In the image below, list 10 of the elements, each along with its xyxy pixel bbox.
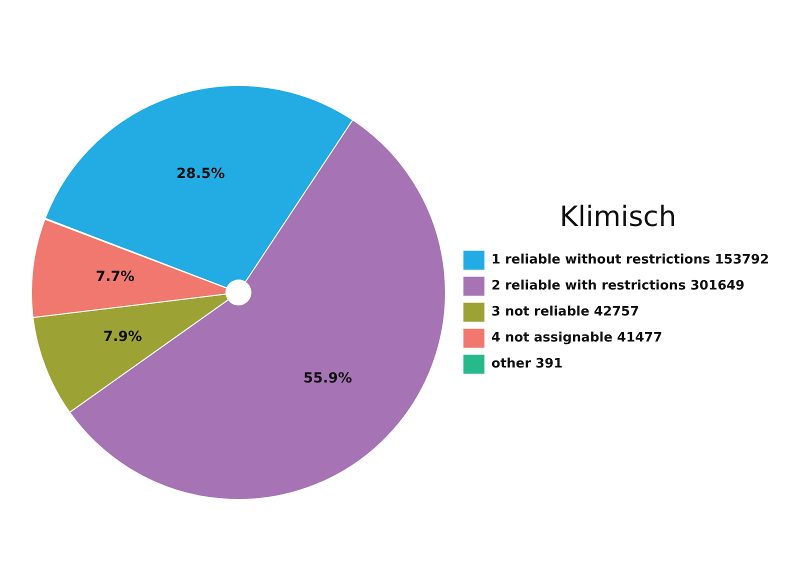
legend-label: other 391 [491, 356, 563, 372]
legend-label: 1 reliable without restrictions 153792 [491, 252, 770, 268]
data-label: 7.7% [96, 269, 135, 286]
legend-label: 4 not assignable 41477 [491, 330, 662, 346]
legend-label: 2 reliable with restrictions 301649 [491, 278, 745, 294]
legend-label: 3 not reliable 42757 [491, 304, 640, 320]
data-label: 7.9% [103, 328, 142, 345]
legend-title: Klimisch [560, 200, 676, 233]
data-label: 55.9% [303, 370, 352, 387]
data-label: 28.5% [176, 166, 225, 182]
